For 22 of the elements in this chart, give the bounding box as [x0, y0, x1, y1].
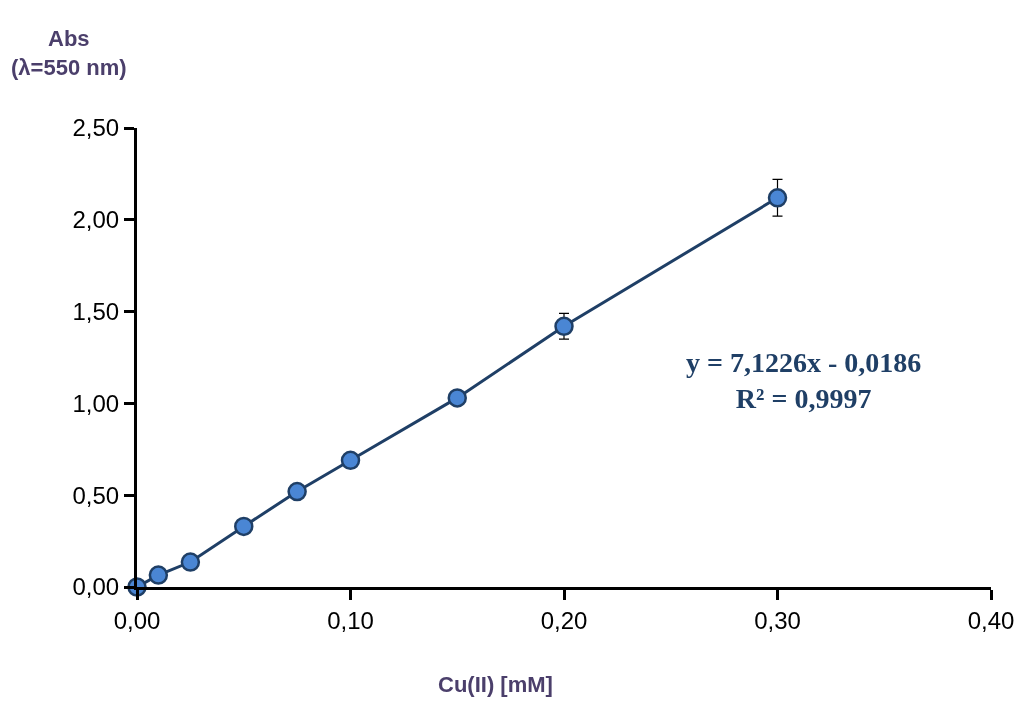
point: [287, 481, 307, 502]
point: [767, 188, 788, 208]
point: [340, 450, 361, 471]
x-tick-label: 0,20: [540, 606, 588, 634]
x-tick-label: 0,10: [327, 606, 374, 634]
annotation: y = 7,1226x - 0,0186 R² = 0,9997: [686, 347, 922, 415]
x-tick-label: 0,30: [754, 606, 801, 634]
point: [447, 388, 467, 408]
x-axis-title: Cu(II) [mM]: [438, 672, 553, 697]
point: [554, 316, 574, 337]
x-tick-label: 0,40: [967, 606, 1015, 634]
point: [234, 516, 254, 537]
y-axis-title: Abs (λ=550 nm): [11, 26, 127, 80]
y-tick-label: 0,50: [72, 481, 120, 509]
y-tick-label: 2,50: [72, 114, 120, 142]
y-tick-label: 2,00: [72, 206, 120, 234]
point: [180, 552, 201, 572]
y-tick-label: 0,00: [72, 573, 120, 601]
y-tick-label: 1,50: [72, 298, 120, 325]
x-tick-label: 0,00: [113, 606, 161, 634]
point: [148, 565, 169, 585]
y-tick-label: 1,00: [72, 389, 120, 417]
